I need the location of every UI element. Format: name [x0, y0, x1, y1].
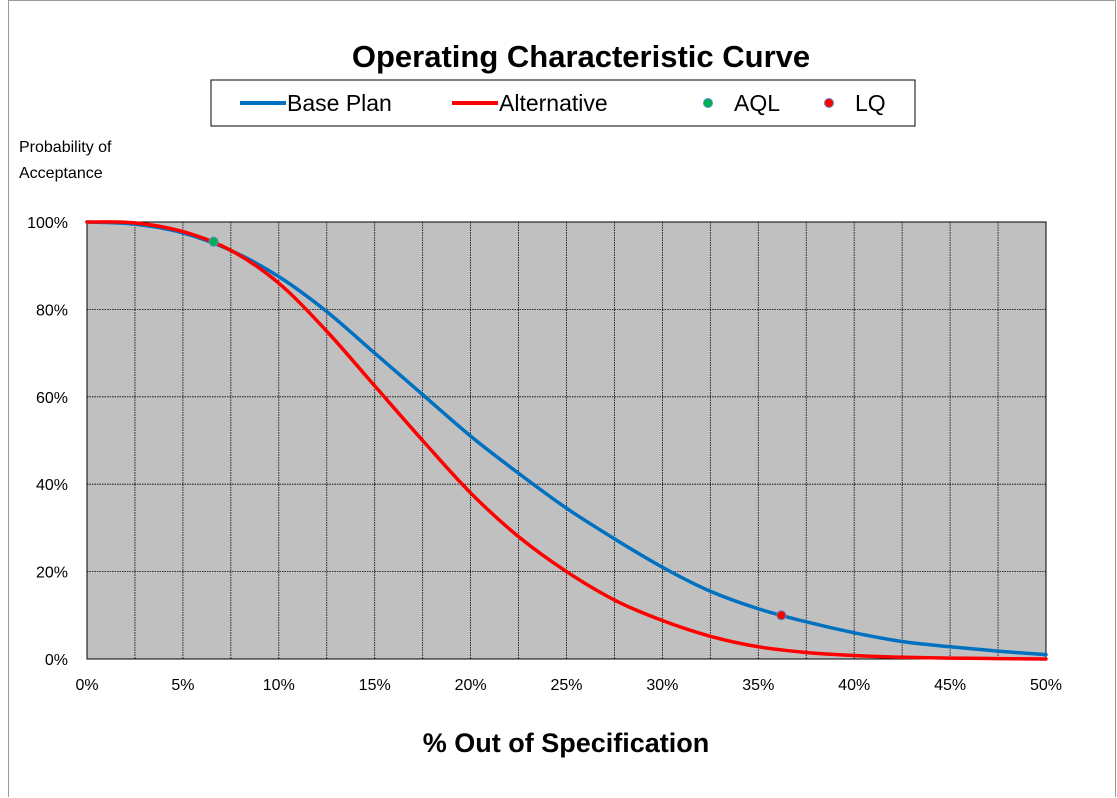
data-point-aql [208, 236, 219, 247]
legend-label-lq: LQ [855, 90, 886, 116]
y-axis-label-line-1: Probability of [19, 139, 112, 156]
x-tick-label: 5% [171, 677, 194, 694]
legend-box [210, 79, 916, 127]
series-points [208, 236, 787, 621]
x-tick-label: 35% [742, 677, 774, 694]
legend-marker-lq [824, 98, 834, 108]
y-tick-label: 20% [36, 565, 68, 582]
x-tick-label: 50% [1030, 677, 1062, 694]
legend-label-alternative: Alternative [499, 90, 608, 116]
y-axis-ticks: 0% 20% 40% 60% 80% 100% [27, 215, 68, 669]
y-tick-label: 80% [36, 302, 68, 319]
data-point-lq [776, 610, 787, 621]
gridlines [87, 222, 1046, 659]
x-tick-label: 10% [263, 677, 295, 694]
chart-frame [8, 0, 1116, 797]
x-tick-label: 30% [646, 677, 678, 694]
y-tick-label: 100% [27, 215, 68, 232]
y-tick-label: 60% [36, 390, 68, 407]
x-axis-label: % Out of Specification [423, 728, 710, 758]
y-axis-label-line-2: Acceptance [19, 165, 103, 182]
x-tick-label: 15% [359, 677, 391, 694]
x-tick-label: 0% [75, 677, 98, 694]
legend-label-base-plan: Base Plan [287, 90, 392, 116]
x-tick-label: 20% [455, 677, 487, 694]
series-line-alternative [85, 220, 1048, 661]
legend: Base Plan Alternative AQL LQ [210, 79, 916, 127]
x-axis-ticks: 0% 5% 10% 15% 20% 25% 30% 35% 40% 45% 50% [75, 677, 1062, 694]
chart-title: Operating Characteristic Curve [352, 39, 810, 74]
legend-label-aql: AQL [734, 90, 780, 116]
series-lines [85, 220, 1048, 661]
x-tick-label: 45% [934, 677, 966, 694]
y-tick-label: 40% [36, 477, 68, 494]
x-tick-label: 25% [550, 677, 582, 694]
legend-marker-aql [703, 98, 713, 108]
x-tick-label: 40% [838, 677, 870, 694]
y-tick-label: 0% [45, 652, 68, 669]
